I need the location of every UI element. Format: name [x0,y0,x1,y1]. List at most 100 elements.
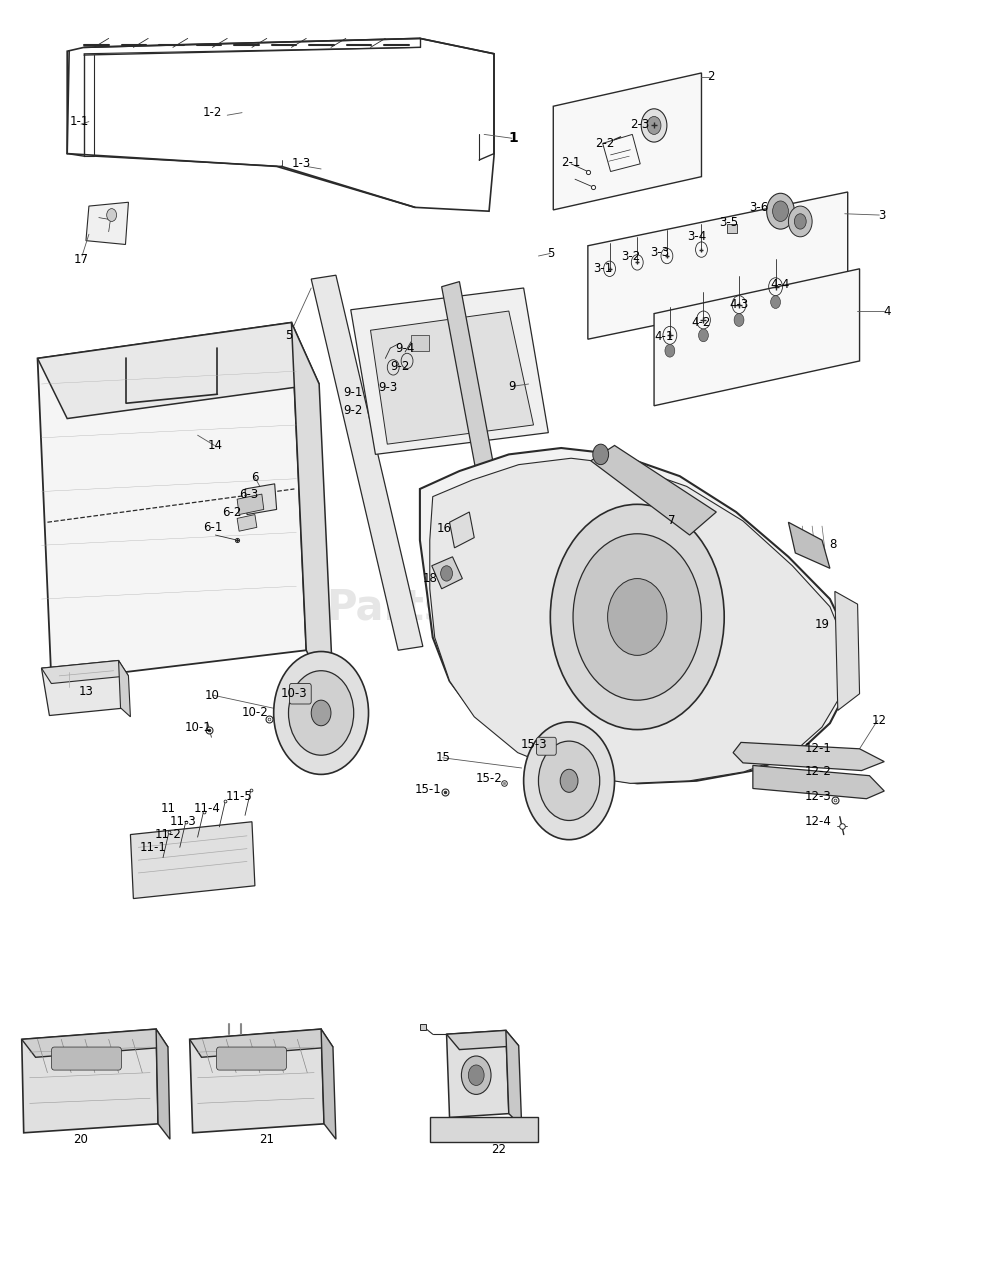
Circle shape [734,314,744,326]
Text: 3-2: 3-2 [620,250,640,262]
Text: 3-6: 3-6 [749,201,769,214]
Text: 9: 9 [508,380,516,393]
Polygon shape [654,269,860,406]
Text: 5: 5 [547,247,555,260]
Text: 22: 22 [491,1143,507,1156]
Text: 10-1: 10-1 [184,721,211,733]
Text: 9-1: 9-1 [343,387,363,399]
Text: 12-1: 12-1 [804,742,832,755]
Polygon shape [506,1030,522,1126]
Text: ™: ™ [502,608,522,626]
Circle shape [641,109,667,142]
Text: 11-3: 11-3 [169,815,197,828]
Circle shape [794,214,806,229]
Text: 10-2: 10-2 [241,707,269,719]
Text: 9-2: 9-2 [343,404,363,417]
Text: 12-2: 12-2 [804,765,832,778]
Circle shape [608,579,667,655]
Text: 3-1: 3-1 [593,262,613,275]
Circle shape [573,534,701,700]
Polygon shape [190,1029,324,1133]
Circle shape [311,700,331,726]
FancyBboxPatch shape [51,1047,122,1070]
Circle shape [550,504,724,730]
Polygon shape [119,660,130,717]
Polygon shape [237,494,264,515]
FancyBboxPatch shape [536,737,556,755]
Circle shape [560,769,578,792]
Polygon shape [38,323,306,681]
Text: PartsTr: PartsTr [326,588,494,628]
Polygon shape [130,822,255,899]
Circle shape [665,344,675,357]
Text: 12-3: 12-3 [804,790,832,803]
Polygon shape [291,323,334,708]
Polygon shape [311,275,423,650]
Circle shape [647,116,661,134]
Text: 19: 19 [814,618,830,631]
Text: 3-3: 3-3 [650,246,670,259]
Text: 4-2: 4-2 [692,316,711,329]
Polygon shape [370,311,534,444]
Polygon shape [321,1029,336,1139]
Text: 4-4: 4-4 [771,278,790,291]
Text: 2-2: 2-2 [595,137,615,150]
Circle shape [593,444,609,465]
Text: 12: 12 [871,714,887,727]
Polygon shape [38,323,319,419]
Text: 11-5: 11-5 [225,790,253,803]
Text: 4: 4 [883,305,891,317]
Polygon shape [591,445,716,535]
Text: 3-5: 3-5 [719,216,739,229]
Text: 16: 16 [437,522,453,535]
Text: 15-2: 15-2 [475,772,503,785]
Circle shape [524,722,615,840]
Text: 12-4: 12-4 [804,815,832,828]
FancyBboxPatch shape [289,684,311,704]
Text: 11: 11 [160,803,176,815]
Text: 17: 17 [73,253,89,266]
Polygon shape [86,202,128,244]
Circle shape [773,201,788,221]
Text: 9-3: 9-3 [378,381,398,394]
Polygon shape [22,1029,168,1057]
Polygon shape [351,288,548,454]
Text: 10: 10 [205,689,220,701]
Circle shape [107,209,117,221]
Polygon shape [22,1029,158,1133]
Text: 6-3: 6-3 [239,488,259,500]
Polygon shape [190,1029,333,1057]
Text: 14: 14 [207,439,223,452]
Text: 6: 6 [251,471,259,484]
Polygon shape [588,192,848,339]
Polygon shape [237,515,257,531]
Text: 1-3: 1-3 [291,157,311,170]
FancyBboxPatch shape [411,335,429,351]
Circle shape [441,566,453,581]
Circle shape [788,206,812,237]
Polygon shape [788,522,830,568]
Text: 11-2: 11-2 [154,828,182,841]
FancyBboxPatch shape [727,224,737,233]
Polygon shape [432,557,462,589]
Text: 15-3: 15-3 [521,739,546,751]
Text: 4-1: 4-1 [654,330,674,343]
Text: 10-3: 10-3 [282,687,307,700]
Polygon shape [420,448,850,783]
Polygon shape [450,512,474,548]
Text: 21: 21 [259,1133,275,1146]
Polygon shape [753,765,884,799]
Polygon shape [733,742,884,771]
Text: 1: 1 [509,132,519,145]
Polygon shape [245,484,277,515]
Circle shape [538,741,600,820]
Polygon shape [430,1117,538,1142]
Text: 7: 7 [668,515,676,527]
Text: 6-1: 6-1 [203,521,222,534]
Text: 5: 5 [285,329,292,342]
Text: 3-4: 3-4 [687,230,706,243]
Text: 11-4: 11-4 [194,803,221,815]
Circle shape [699,329,708,342]
Polygon shape [835,591,860,710]
Polygon shape [442,282,514,579]
